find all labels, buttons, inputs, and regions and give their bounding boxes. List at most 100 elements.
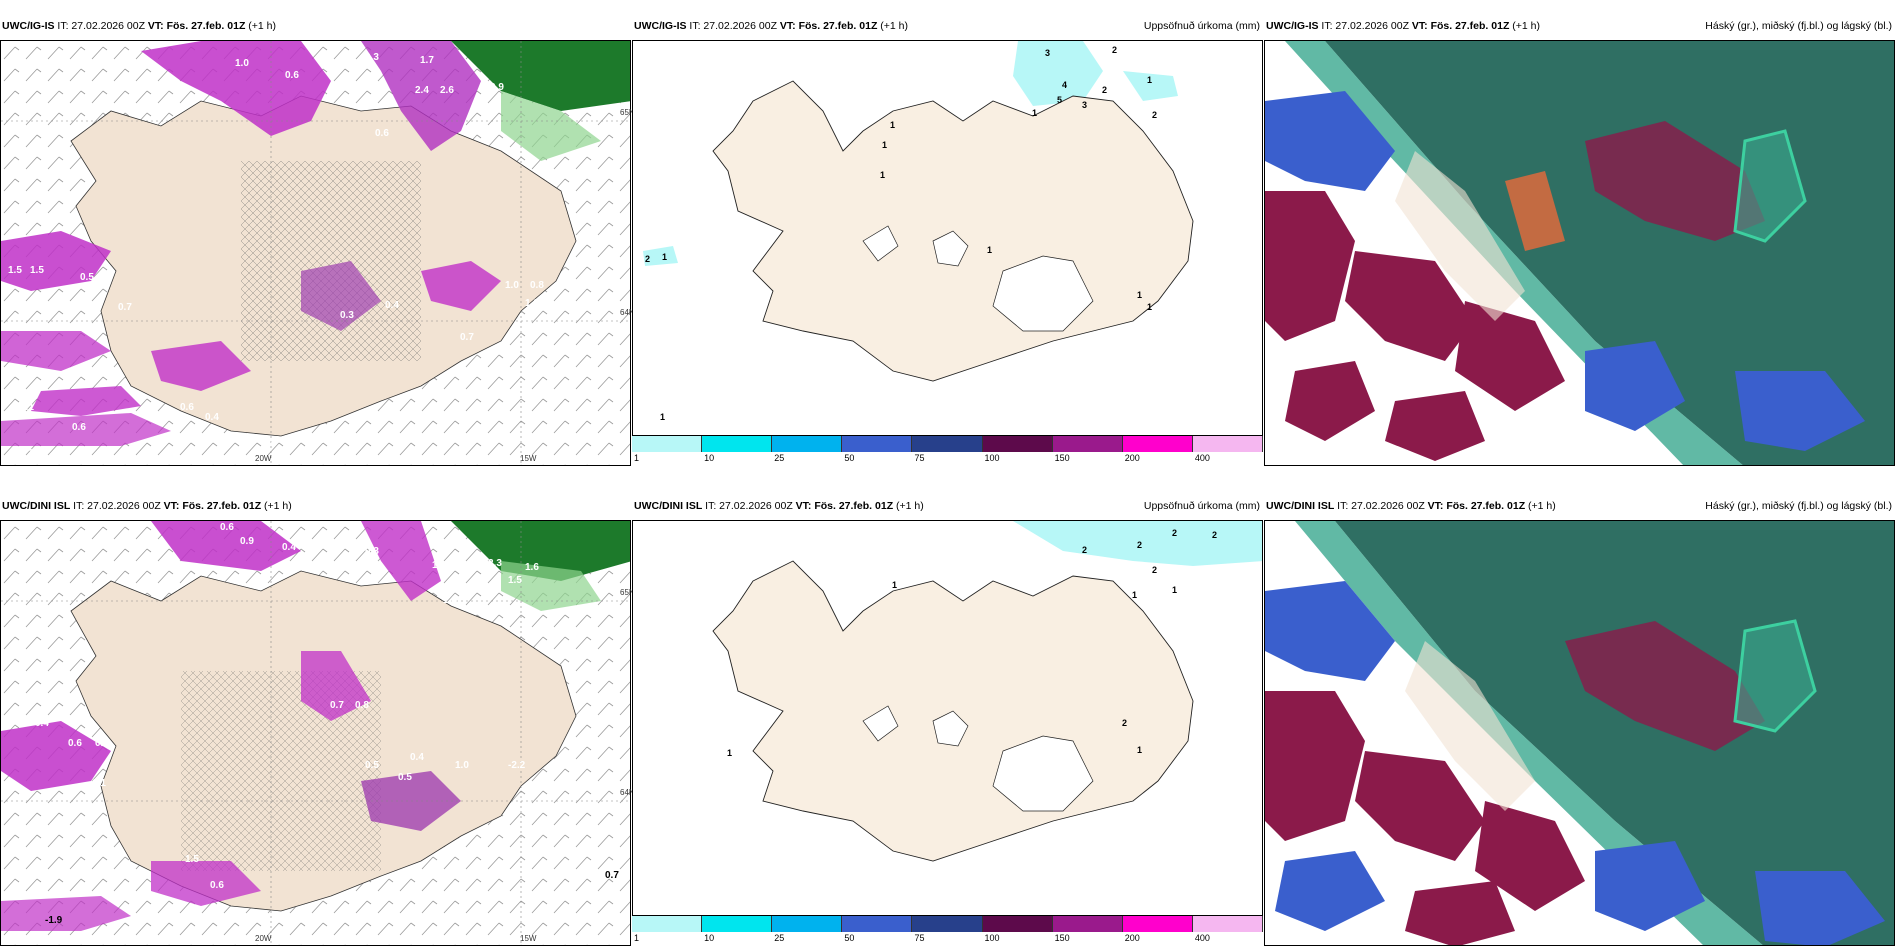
forecast-step: (+1 h) <box>896 500 924 512</box>
precip-value: 3 <box>1082 100 1088 110</box>
colorbar-swatch <box>702 436 773 452</box>
precip-value: 1 <box>727 748 733 758</box>
colorbar-label: 25 <box>774 453 785 463</box>
init-time: IT: 27.02.2026 00Z <box>705 500 793 512</box>
lat-label: 64N <box>620 788 635 797</box>
colorbar-label: 50 <box>844 933 855 943</box>
precip-value: 4 <box>1062 80 1068 90</box>
panel-header: UWC/IG-IS IT: 27.02.2026 00Z VT: Fös. 27… <box>0 18 631 40</box>
precip-value: 2 <box>645 254 651 264</box>
colorbar-label: 10 <box>704 453 715 463</box>
panel-4-precip-wind: UWC/DINI ISL IT: 27.02.2026 00Z VT: Fös.… <box>0 498 635 946</box>
precip-value: 1.7 <box>420 55 434 66</box>
precip-value: 2 <box>1172 528 1178 538</box>
precip-value: 2 <box>1137 540 1143 550</box>
model-name: UWC/DINI ISL <box>2 500 71 512</box>
precip-value: 5 <box>1057 95 1063 105</box>
map-view[interactable] <box>1264 520 1895 946</box>
panel-header: UWC/DINI ISL IT: 27.02.2026 00Z VT: Fös.… <box>632 498 1263 520</box>
panel-variable: Háský (gr.), miðský (fj.bl.) og lágský (… <box>1705 20 1892 32</box>
colorbar-swatch <box>772 436 843 452</box>
precip-value: 1 <box>660 412 666 422</box>
forecast-step: (+1 h) <box>264 500 292 512</box>
precip-value: 0.6 <box>72 422 86 433</box>
precip-value: 0.3 <box>365 52 379 63</box>
colorbar-label: 1 <box>634 453 640 463</box>
precip-value: 0.4 <box>410 752 424 763</box>
panel-header: UWC/DINI ISL IT: 27.02.2026 00Z VT: Fös.… <box>1264 498 1895 520</box>
map-view[interactable] <box>0 520 631 946</box>
precip-value: 1.0 <box>235 58 249 69</box>
precip-value: 1.1 <box>28 448 42 459</box>
colorbar-swatch <box>912 916 983 932</box>
panel-header: UWC/IG-IS IT: 27.02.2026 00Z VT: Fös. 27… <box>1264 18 1895 40</box>
lon-label: 15W <box>520 934 537 943</box>
panel-variable: Háský (gr.), miðský (fj.bl.) og lágský (… <box>1705 500 1892 512</box>
precip-value: 3 <box>1045 48 1051 58</box>
precip-value: 1 <box>662 252 668 262</box>
precip-value: 1 <box>1147 75 1153 85</box>
precip-value: 1 <box>880 170 886 180</box>
precip-value: 1.0 <box>455 760 469 771</box>
precip-value: 0.9 <box>490 82 504 93</box>
valid-time: VT: Fös. 27.feb. 01Z <box>1411 20 1510 32</box>
precip-value: 0.5 <box>365 760 379 771</box>
colorbar-swatch <box>1122 916 1193 932</box>
init-time: IT: 27.02.2026 00Z <box>57 20 145 32</box>
precip-value: 2.6 <box>440 85 454 96</box>
forecast-step: (+1 h) <box>1512 20 1541 32</box>
lon-label: 15W <box>520 454 537 463</box>
colorbar-label: 400 <box>1194 453 1210 463</box>
panel-header: UWC/IG-IS IT: 27.02.2026 00Z VT: Fös. 27… <box>632 18 1263 40</box>
precip-value: 0.6 <box>375 128 389 139</box>
valid-time: VT: Fös. 27.feb. 01Z <box>163 500 262 512</box>
precip-labels-layer: 0.6 0.9 0.4 0.3 1.3 2.3 1.6 1.5 1.8 0.4 … <box>0 520 631 946</box>
precip-value: 0.4 <box>35 718 49 729</box>
precip-value: 2 <box>1102 85 1108 95</box>
precip-value: 0.8 <box>355 700 369 711</box>
precip-value: 1.5 <box>30 265 44 276</box>
colorbar-swatch <box>702 916 773 932</box>
colorbar-label: 10 <box>704 933 715 943</box>
precip-value: 1.1 <box>92 778 106 789</box>
precip-value: 1 <box>1147 302 1153 312</box>
colorbar-swatch <box>982 916 1053 932</box>
colorbar-label: 25 <box>774 933 785 943</box>
precip-value: 0.4 <box>282 542 296 553</box>
colorbar-swatch <box>1122 436 1193 452</box>
precip-value: 1 <box>1032 108 1038 118</box>
precip-value: 0.9 <box>240 536 254 547</box>
forecast-step: (+1 h) <box>880 20 909 32</box>
map-view[interactable] <box>0 40 631 466</box>
panel-2-accumulated-precip: UWC/IG-IS IT: 27.02.2026 00Z VT: Fös. 27… <box>632 18 1263 466</box>
colorbar-swatch <box>912 436 983 452</box>
precip-value: 1.3 <box>432 560 446 571</box>
precip-value: 0.4 <box>310 435 324 446</box>
forecast-step: (+1 h) <box>248 20 277 32</box>
precip-value: -1.9 <box>45 915 63 926</box>
lat-label: 65N <box>620 588 635 597</box>
precip-value: 1.5 <box>8 265 22 276</box>
precip-value: 2 <box>1152 110 1158 120</box>
valid-time: VT: Fös. 27.feb. 01Z <box>1427 500 1526 512</box>
colorbar-swatch <box>632 436 703 452</box>
precip-labels-layer: 2 2 2 2 1 2 1 1 1 1 2 <box>632 520 1263 916</box>
colorbar-swatch <box>1192 916 1263 932</box>
colorbar-label: 1 <box>634 933 640 943</box>
precip-value: 0.7 <box>460 332 474 343</box>
colorbar-label: 400 <box>1194 933 1210 943</box>
valid-time: VT: Fös. 27.feb. 01Z <box>795 500 894 512</box>
colorbar: 1 10 25 50 75 100 150 200 400 <box>632 916 1263 946</box>
colorbar: 1 10 25 50 75 100 150 200 400 <box>632 436 1263 466</box>
map-view[interactable] <box>1264 40 1895 466</box>
precip-value: 0.4 <box>385 300 399 311</box>
panel-5-accumulated-precip: UWC/DINI ISL IT: 27.02.2026 00Z VT: Fös.… <box>632 498 1263 946</box>
precip-value: 1 <box>890 120 896 130</box>
map-view[interactable] <box>632 40 1263 436</box>
forecast-step: (+1 h) <box>1528 500 1556 512</box>
precip-value: 0.6 <box>180 402 194 413</box>
precip-value: 2 <box>1212 530 1218 540</box>
colorbar-label: 200 <box>1124 933 1140 943</box>
map-view[interactable] <box>632 520 1263 916</box>
precip-value: 1 <box>892 580 898 590</box>
